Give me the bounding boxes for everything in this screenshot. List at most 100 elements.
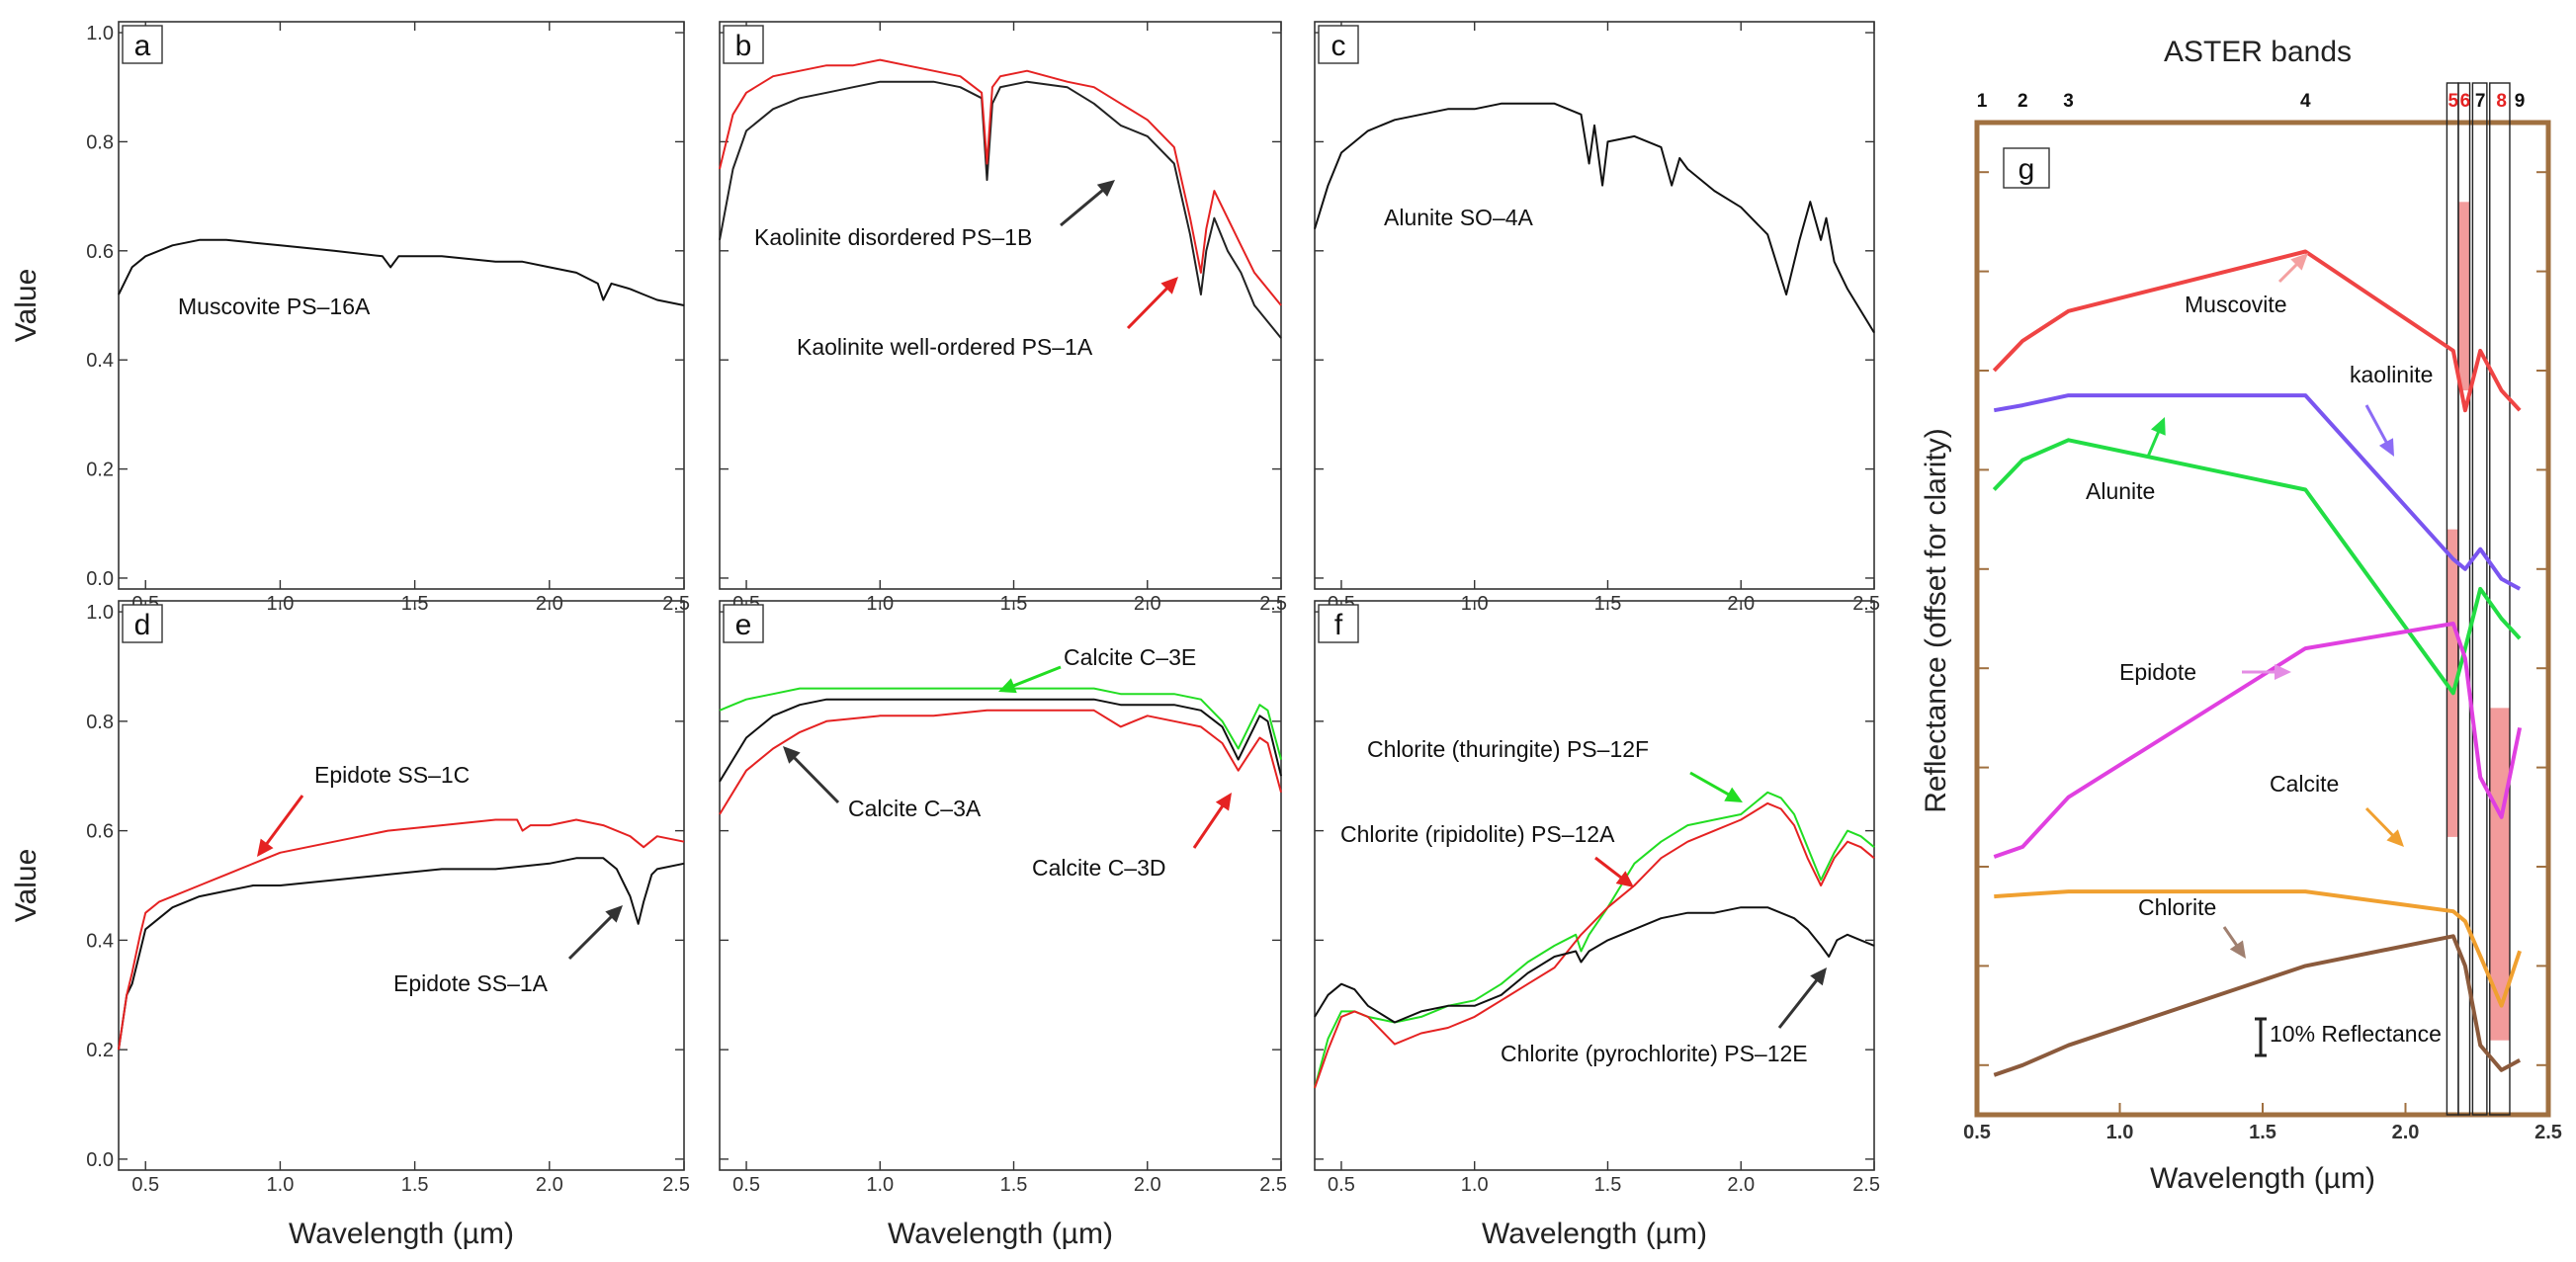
annotation-text: Alunite SO–4A <box>1384 205 1534 230</box>
band-label: 5 <box>2447 91 2458 112</box>
annotation-text: Muscovite <box>2185 292 2287 317</box>
plot-frame <box>719 21 1282 590</box>
annotation-arrow-shaft <box>1126 283 1173 330</box>
series-line <box>719 709 1282 815</box>
series-line <box>719 687 1282 760</box>
series-line <box>1314 102 1875 334</box>
x-tick-label: 1.5 <box>1594 1174 1622 1196</box>
chart-title: ASTER bands <box>2164 36 2352 68</box>
annotation-text: Chlorite (thuringite) PS–12F <box>1367 736 1649 762</box>
x-tick-label: 2.0 <box>536 1174 563 1196</box>
y-tick-label: 0.2 <box>86 460 114 481</box>
annotation-arrow-head <box>1615 871 1634 887</box>
plot-frame <box>719 600 1282 1171</box>
band-highlight <box>2457 202 2470 391</box>
panel-label: f <box>1334 609 1343 641</box>
panel-d: 0.5 1.0 1.5 2.0 2.5 0.0 0.2 0.4 0.6 0.8 1.0 d Epidot… <box>10 600 690 1250</box>
panel-label-box <box>2003 147 2050 189</box>
band-label: 3 <box>2063 91 2074 112</box>
x-tick-label: 2.5 <box>1259 1174 1287 1196</box>
band-label: 1 <box>1977 91 1988 112</box>
y-tick-label: 0.0 <box>86 568 114 590</box>
annotation-arrow-shaft <box>2364 806 2399 841</box>
x-tick-label: 2.5 <box>1852 1174 1880 1196</box>
annotation-arrow-shaft <box>1777 973 1822 1029</box>
series-line <box>118 238 685 306</box>
y-axis-label: Value <box>10 849 43 923</box>
y-tick-label: 0.6 <box>86 241 114 263</box>
panel-label-box <box>1318 25 1359 64</box>
x-axis-label: Wavelength (µm) <box>1482 1218 1707 1250</box>
x-tick-label: 2.5 <box>662 593 690 615</box>
panel-label-box <box>122 604 163 643</box>
annotation-arrow-head <box>2386 829 2404 847</box>
series-line <box>1992 438 2522 696</box>
annotation-text: Chlorite (pyrochlorite) PS–12E <box>1501 1041 1808 1066</box>
x-tick-label: 1.5 <box>401 1174 429 1196</box>
annotation-arrow-head <box>2275 664 2291 680</box>
annotation-arrow-head <box>2378 438 2394 457</box>
annotation-text: kaolinite <box>2350 362 2433 387</box>
annotation-arrow-head <box>1215 793 1232 811</box>
plot-frame <box>118 600 685 1171</box>
band-label: 7 <box>2475 91 2486 112</box>
series-line <box>719 58 1282 306</box>
series-line <box>1993 934 2522 1077</box>
annotation-text: Epidote <box>2119 659 2196 685</box>
series-line <box>1314 801 1875 1089</box>
panel-a: 0.5 1.0 1.5 2.0 2.50.00.20.40.60.81.0 aMuscov… <box>10 21 690 615</box>
x-tick-label: 2.0 <box>2392 1122 2420 1143</box>
x-tick-label: 0.5 <box>131 1174 159 1196</box>
panel-label: c <box>1331 30 1346 62</box>
x-tick-label: 1.0 <box>267 1174 295 1196</box>
x-tick-label: 2.5 <box>1852 593 1880 615</box>
series-line <box>1993 393 2522 591</box>
x-tick-label: 0.5 <box>732 1174 760 1196</box>
annotation-arrow-shaft <box>1689 771 1736 799</box>
series-line <box>118 818 685 1051</box>
series-line <box>1314 906 1875 1024</box>
annotation-text: Epidote SS–1A <box>393 970 549 996</box>
x-tick-label: 0.5 <box>1963 1122 1991 1143</box>
series-line <box>118 857 685 1051</box>
panel-label: g <box>2018 153 2035 186</box>
band-box <box>2457 82 2471 1116</box>
panel-e: 0.5 1.0 1.5 2.0 2.5 e Calcite C–3E Calcite C–3A… <box>719 600 1287 1250</box>
x-tick-label: 2.5 <box>1259 593 1287 615</box>
annotation-arrow-shaft <box>788 752 840 804</box>
annotation-text: Calcite C–3E <box>1064 644 1196 670</box>
series-line <box>1314 791 1875 1089</box>
annotation-arrow-shaft <box>1192 799 1228 849</box>
panel-label: a <box>134 30 151 62</box>
x-tick-label: 2.0 <box>1134 1174 1161 1196</box>
annotation-arrow-head <box>783 746 801 764</box>
series-line <box>1994 889 2522 1008</box>
panel-label: b <box>735 30 752 62</box>
y-tick-label: 0.4 <box>86 930 114 952</box>
panel-label: e <box>735 609 752 641</box>
x-axis-label: Wavelength (µm) <box>2150 1162 2375 1195</box>
y-tick-label: 0.6 <box>86 821 114 843</box>
y-tick-label: 0.0 <box>86 1149 114 1171</box>
y-tick-label: 1.0 <box>86 23 114 44</box>
series-line <box>719 80 1282 339</box>
band-highlight <box>2489 708 2510 1041</box>
x-tick-label: 2.0 <box>1727 1174 1755 1196</box>
annotation-text: Calcite <box>2270 771 2339 797</box>
band-label: 2 <box>2018 91 2028 112</box>
series-line <box>1993 622 2523 859</box>
annotation-arrow-head <box>1096 180 1115 198</box>
annotation-arrow-head <box>2150 417 2166 436</box>
annotation-text: Kaolinite well-ordered PS–1A <box>797 334 1093 360</box>
annotation-text: Chlorite <box>2138 894 2216 920</box>
series-line <box>719 698 1282 783</box>
x-tick-label: 1.0 <box>1461 1174 1489 1196</box>
x-axis-label: Wavelength (µm) <box>888 1218 1113 1250</box>
annotation-text: Calcite C–3A <box>848 796 982 821</box>
annotation-arrow-head <box>1160 277 1178 294</box>
panel-label-box <box>122 25 163 64</box>
annotation-arrow-head <box>1810 968 1827 986</box>
